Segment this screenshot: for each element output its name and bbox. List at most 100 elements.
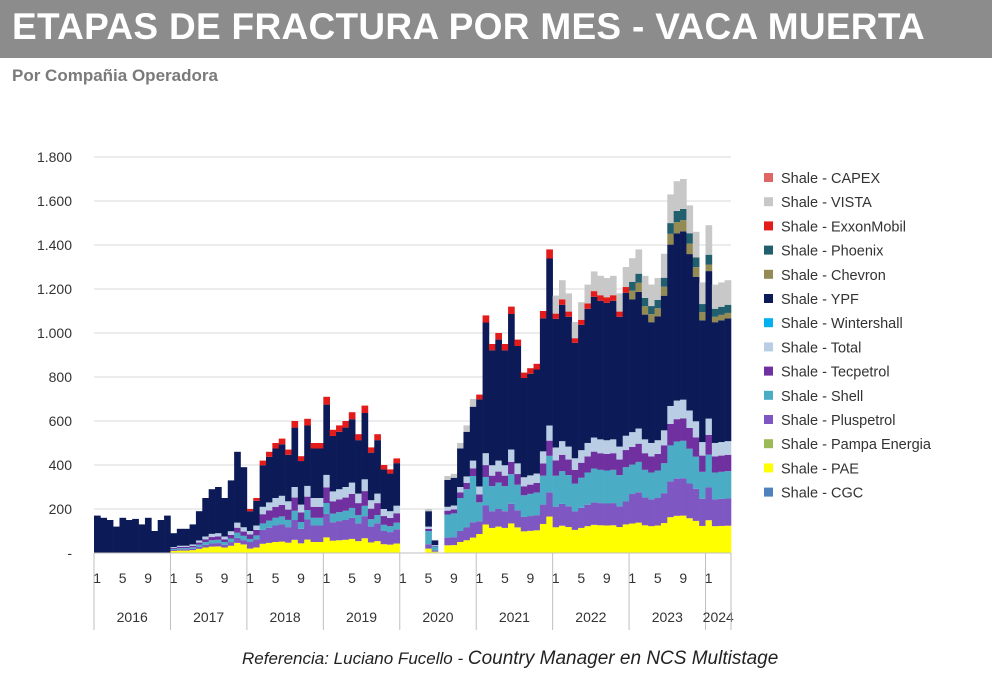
month-tick-label: 1 <box>170 570 178 586</box>
month-tick-label: 9 <box>297 570 305 586</box>
bar-segment <box>348 507 356 518</box>
bar-segment <box>304 539 311 553</box>
bar-segment <box>380 516 388 525</box>
legend-label: Shale - CAPEX <box>781 171 880 187</box>
bar-segment <box>463 476 471 483</box>
bar-segment <box>673 233 681 401</box>
bar-segment <box>291 539 299 553</box>
bar-segment <box>590 502 598 525</box>
bar-segment <box>724 441 732 455</box>
bar-segment <box>597 439 604 454</box>
month-tick-label: 9 <box>221 570 229 586</box>
bar-segment <box>323 404 330 475</box>
bar-segment <box>246 534 254 539</box>
bar-segment <box>654 440 662 454</box>
bar-segment <box>565 506 573 528</box>
bar-segment <box>387 517 394 527</box>
bar-segment <box>450 513 458 538</box>
bar-segment <box>514 339 522 347</box>
bar-segment <box>724 471 732 499</box>
bar-segment <box>195 546 203 549</box>
bar-segment <box>660 286 668 296</box>
bar-segment <box>609 453 617 470</box>
legend-label: Shale - CGC <box>781 486 863 502</box>
bar-segment <box>215 536 222 540</box>
bar-segment <box>686 427 694 449</box>
bar-segment <box>259 523 267 530</box>
bar-segment <box>622 435 630 451</box>
bar-segment <box>253 500 260 526</box>
bar-segment <box>603 297 611 303</box>
bar-segment <box>170 551 178 553</box>
bar-segment <box>170 533 178 548</box>
bar-segment <box>431 540 439 546</box>
y-axis-tick-labels: - 200 400 600 800 1.000 1.200 1.400 1.600 1.800 <box>37 149 72 561</box>
bar-segment <box>329 522 337 541</box>
bar-segment <box>578 477 585 508</box>
bar-segment <box>559 280 566 300</box>
bar-segment <box>329 513 337 523</box>
bar-segment <box>686 233 694 244</box>
bar-segment <box>342 539 350 553</box>
bar-segment <box>699 442 706 456</box>
bar-segment <box>584 303 592 309</box>
bar-segment <box>597 295 604 301</box>
legend-label: Shale - Pampa Energia <box>781 437 932 453</box>
bar-segment <box>622 467 630 502</box>
bar-segment <box>584 456 592 473</box>
bar-segment <box>705 271 713 419</box>
bar-segment <box>565 316 573 447</box>
bar-segment <box>374 541 381 553</box>
legend-label: Shale - Chevron <box>781 268 886 284</box>
reference-prefix: Referencia: Luciano Fucello - <box>242 649 468 668</box>
bar-segment <box>546 455 553 493</box>
bar-segment <box>259 465 267 507</box>
y-tick-label: 400 <box>49 457 73 473</box>
bar-segment <box>514 510 522 528</box>
bar-segment <box>310 498 318 507</box>
bar-segment <box>648 314 655 323</box>
bar-segment <box>176 549 184 551</box>
bar-segment <box>527 373 534 476</box>
bar-segment <box>297 461 305 505</box>
bar-segment <box>125 520 133 553</box>
bar-segment <box>711 284 719 309</box>
bar-segment <box>310 506 318 518</box>
bar-segment <box>692 421 700 438</box>
bar-segment <box>431 545 439 547</box>
bar-segment <box>527 516 534 531</box>
bar-segment <box>202 542 209 545</box>
bar-segment <box>387 544 394 553</box>
bar-segment <box>323 396 330 405</box>
bar-segment <box>272 506 280 518</box>
bar-segment <box>469 468 477 476</box>
chart-subtitle: Por Compañia Operadora <box>12 66 218 85</box>
y-tick-label: 1.600 <box>37 193 72 209</box>
bar-segment <box>533 482 541 493</box>
bar-segment <box>552 527 560 553</box>
legend-label: Shale - Pluspetrol <box>781 413 895 429</box>
legend-swatch <box>764 487 773 497</box>
bar-segment <box>699 312 706 321</box>
bar-segment <box>520 531 528 553</box>
bar-segment <box>724 280 732 305</box>
bar-segment <box>648 322 655 443</box>
bar-segment <box>686 243 694 255</box>
bar-segment <box>552 506 560 528</box>
bar-segment <box>559 454 566 472</box>
bar-segment <box>724 318 732 442</box>
month-tick-label: 5 <box>577 570 585 586</box>
bar-segment <box>711 316 719 323</box>
bar-segment <box>546 492 553 517</box>
bar-segment <box>680 478 687 516</box>
bar-segment <box>240 544 248 553</box>
bar-segment <box>699 304 706 313</box>
bar-segment <box>641 453 649 470</box>
bar-segment <box>463 425 471 432</box>
bar-segment <box>654 498 662 526</box>
bar-segment <box>355 440 362 494</box>
bar-segment <box>571 511 579 530</box>
bar-segment <box>431 546 439 551</box>
bar-segment <box>699 525 706 553</box>
bar-segment <box>132 518 139 553</box>
